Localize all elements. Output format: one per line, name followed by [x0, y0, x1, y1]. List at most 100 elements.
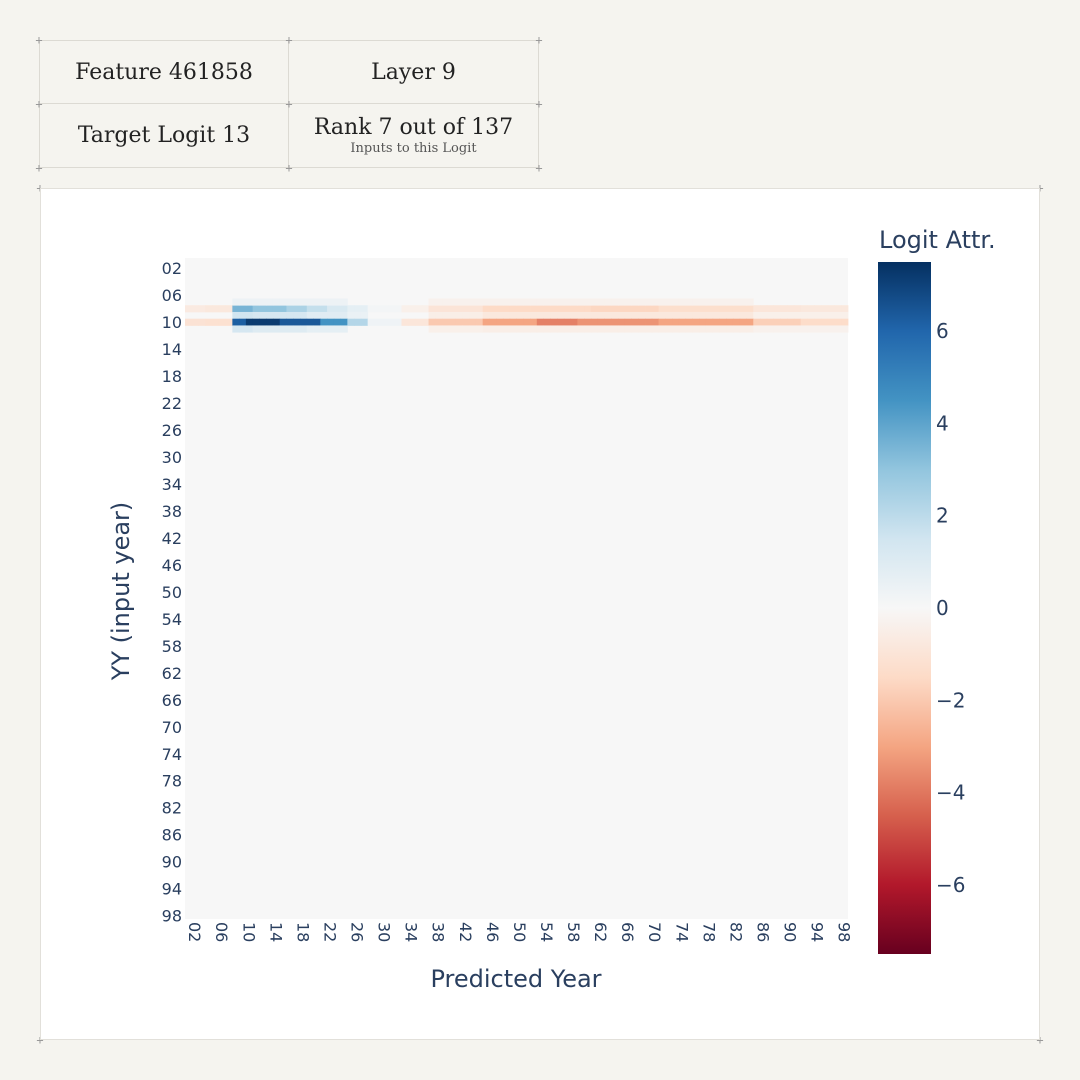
- heatmap-cell: [536, 305, 544, 313]
- heatmap-cell: [245, 325, 254, 333]
- heatmap-cell: [313, 318, 321, 326]
- heatmap-cell: [435, 311, 443, 320]
- heatmap-cell: [732, 318, 741, 326]
- heatmap-cell: [333, 305, 342, 313]
- heatmap-cell: [286, 311, 294, 320]
- heatmap-cell: [435, 305, 443, 313]
- heatmap-cell: [563, 325, 572, 333]
- heatmap-cell: [814, 311, 822, 320]
- heatmap-cell: [834, 325, 842, 333]
- heatmap-cell: [760, 318, 768, 326]
- heatmap-cell: [746, 298, 754, 306]
- heatmap-cell: [760, 305, 768, 313]
- heatmap-cell: [225, 305, 233, 313]
- heatmap-cell: [760, 311, 768, 320]
- heatmap-cell: [719, 311, 727, 320]
- colorbar-tick-label: 2: [936, 504, 949, 528]
- heatmap-cell: [543, 318, 551, 326]
- colorbar-tick-label: 4: [936, 412, 949, 436]
- heatmap-cell: [185, 318, 193, 326]
- y-tick-label: 50: [162, 583, 182, 602]
- heatmap-cell: [584, 305, 592, 313]
- heatmap-cell: [205, 318, 213, 326]
- x-tick-label: 22: [321, 922, 340, 942]
- heatmap-cell: [333, 318, 342, 326]
- heatmap-cell: [489, 311, 497, 320]
- heatmap-cell: [638, 298, 646, 306]
- heatmap-cell: [448, 318, 457, 326]
- heatmap-cell: [834, 311, 842, 320]
- heatmap-cell: [259, 318, 267, 326]
- heatmap-cell: [232, 325, 240, 333]
- heatmap-cell: [381, 318, 389, 326]
- heatmap-cell: [543, 311, 551, 320]
- heatmap-cell: [590, 311, 599, 320]
- heatmap-cell: [266, 305, 274, 313]
- heatmap-cell: [604, 318, 612, 326]
- heatmap-cell: [624, 318, 632, 326]
- heatmap-cell: [428, 318, 436, 326]
- heatmap-cell: [225, 318, 233, 326]
- heatmap-cell: [245, 311, 254, 320]
- corner-mark: +: [1036, 1033, 1044, 1047]
- x-tick-label: 58: [564, 922, 583, 942]
- heatmap-cell: [259, 325, 267, 333]
- corner-mark: +: [535, 33, 543, 47]
- colorbar-tick-label: −2: [936, 688, 965, 712]
- heatmap-cell: [320, 318, 328, 326]
- heatmap-cell: [387, 318, 396, 326]
- heatmap-cell: [266, 311, 274, 320]
- heatmap-cell: [245, 298, 254, 306]
- heatmap-cell: [685, 318, 693, 326]
- heatmap-cell: [232, 318, 240, 326]
- heatmap-cell: [205, 305, 213, 313]
- heatmap-cell: [557, 325, 565, 333]
- heatmap-cell: [259, 305, 267, 313]
- heatmap-cell: [780, 318, 788, 326]
- heatmap-cell: [631, 318, 639, 326]
- heatmap-cell: [570, 311, 578, 320]
- heatmap-cell: [475, 318, 484, 326]
- heatmap-cell: [340, 311, 348, 320]
- heatmap-cell: [327, 305, 335, 313]
- heatmap-cell: [672, 305, 680, 313]
- heatmap-cell: [672, 298, 680, 306]
- heatmap-cell: [739, 305, 747, 313]
- heatmap-cell: [645, 325, 653, 333]
- heatmap-cell: [442, 311, 450, 320]
- x-tick-label: 50: [510, 922, 529, 942]
- heatmap-cell: [793, 305, 802, 313]
- heatmap-cell: [746, 318, 754, 326]
- heatmap-background: [185, 258, 848, 919]
- heatmap-cell: [780, 325, 788, 333]
- heatmap-cell: [807, 311, 815, 320]
- heatmap-cell: [841, 311, 849, 320]
- heatmap-cell: [611, 318, 619, 326]
- heatmap-cell: [428, 325, 436, 333]
- heatmap-cell: [482, 318, 490, 326]
- heatmap-cell: [543, 325, 551, 333]
- x-tick-label: 98: [835, 922, 854, 942]
- heatmap-cell: [699, 298, 707, 306]
- heatmap-cell: [428, 305, 436, 313]
- heatmap-cell: [523, 318, 531, 326]
- heatmap-cell: [719, 325, 727, 333]
- heatmap-cell: [340, 318, 348, 326]
- heatmap-cell: [252, 298, 260, 306]
- heatmap-cell: [320, 305, 328, 313]
- heatmap-cell: [232, 311, 240, 320]
- heatmap-cell: [604, 305, 612, 313]
- heatmap-cell: [624, 311, 632, 320]
- colorbar-tick-label: 0: [936, 596, 949, 620]
- heatmap-cell: [313, 325, 321, 333]
- heatmap-cell: [300, 305, 308, 313]
- heatmap-cell: [773, 305, 781, 313]
- heatmap-cell: [678, 311, 687, 320]
- heatmap-cell: [408, 305, 416, 313]
- heatmap-cell: [624, 305, 632, 313]
- heatmap-cell: [394, 305, 402, 313]
- heatmap-cell: [523, 305, 531, 313]
- heatmap-cell: [435, 325, 443, 333]
- heatmap-cell: [509, 325, 517, 333]
- heatmap-cell: [198, 318, 206, 326]
